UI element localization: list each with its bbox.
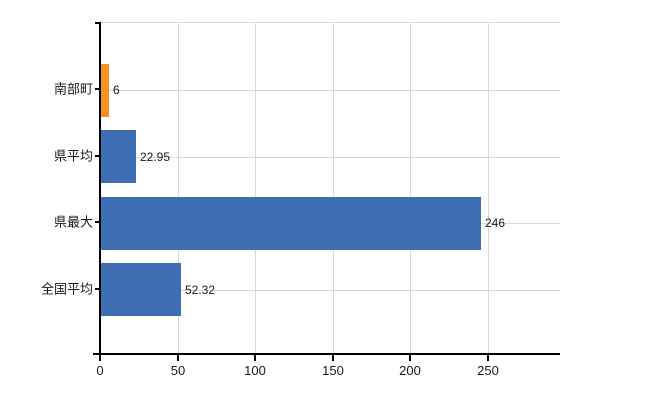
category-label: 県最大 bbox=[53, 214, 93, 230]
x-axis-tick-mark bbox=[254, 355, 256, 361]
category-label: 県平均 bbox=[53, 148, 93, 164]
x-axis-tick-label: 50 bbox=[170, 363, 186, 378]
bar bbox=[100, 130, 136, 183]
x-axis-tick-label: 200 bbox=[399, 363, 421, 378]
bar bbox=[100, 197, 481, 250]
x-axis-tick-mark bbox=[409, 355, 411, 361]
gridline-horizontal bbox=[100, 290, 560, 291]
x-axis-line bbox=[93, 353, 560, 355]
gridline-vertical bbox=[488, 23, 489, 354]
y-axis-top-tick-mark bbox=[95, 22, 100, 24]
x-axis-tick-label: 0 bbox=[96, 363, 104, 378]
plot-area: 6 22.95 246 52.32 bbox=[100, 22, 560, 354]
category-tick-mark bbox=[95, 288, 100, 290]
bar bbox=[100, 263, 181, 316]
x-axis-tick-label: 250 bbox=[477, 363, 499, 378]
bar-value-label: 52.32 bbox=[185, 283, 216, 297]
gridline-horizontal bbox=[100, 90, 560, 91]
gridline-vertical bbox=[255, 23, 256, 354]
category-tick-mark bbox=[95, 155, 100, 157]
x-axis-tick-mark bbox=[487, 355, 489, 361]
x-axis-tick-label: 100 bbox=[244, 363, 266, 378]
gridline-vertical bbox=[410, 23, 411, 354]
category-label: 南部町 bbox=[53, 81, 93, 97]
y-axis-line bbox=[99, 22, 101, 354]
x-axis-tick-mark bbox=[177, 355, 179, 361]
gridline-vertical bbox=[333, 23, 334, 354]
gridline-vertical bbox=[178, 23, 179, 354]
category-tick-mark bbox=[95, 221, 100, 223]
bar-value-label: 6 bbox=[113, 83, 120, 97]
bar-value-label: 22.95 bbox=[140, 150, 171, 164]
x-axis-tick-mark bbox=[332, 355, 334, 361]
category-label: 全国平均 bbox=[40, 281, 93, 297]
bar-value-label: 246 bbox=[485, 216, 506, 230]
x-axis-tick-mark bbox=[99, 355, 101, 361]
category-tick-mark bbox=[95, 88, 100, 90]
gridline-horizontal bbox=[100, 157, 560, 158]
bar bbox=[100, 64, 109, 117]
x-axis-tick-label: 150 bbox=[322, 363, 344, 378]
